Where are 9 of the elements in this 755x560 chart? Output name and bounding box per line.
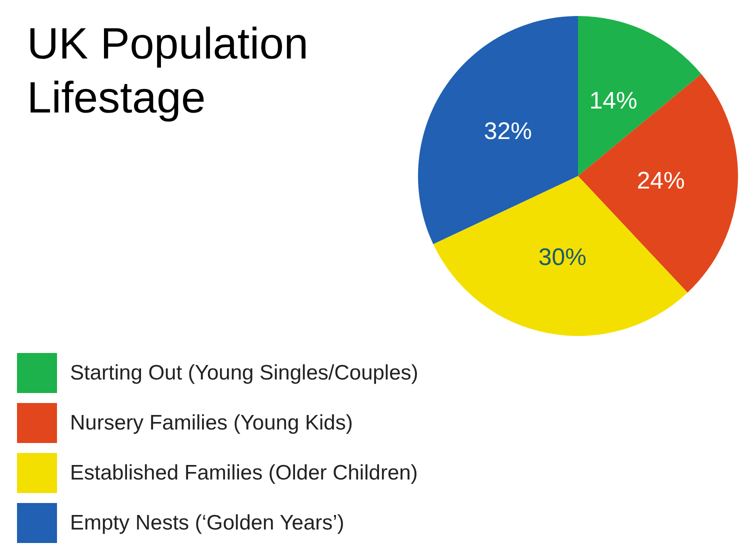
legend-label: Starting Out (Young Singles/Couples)	[70, 362, 418, 384]
data-label: 32%	[484, 118, 532, 146]
legend-label: Nursery Families (Young Kids)	[70, 412, 353, 434]
legend-label: Established Families (Older Children)	[70, 462, 418, 484]
data-label: 14%	[589, 87, 638, 114]
legend-label: Empty Nests (‘Golden Years’)	[70, 512, 344, 534]
data-label: 24%	[636, 168, 685, 195]
data-label: 30%	[538, 244, 586, 272]
text: UK Population Lifestage	[27, 20, 321, 122]
